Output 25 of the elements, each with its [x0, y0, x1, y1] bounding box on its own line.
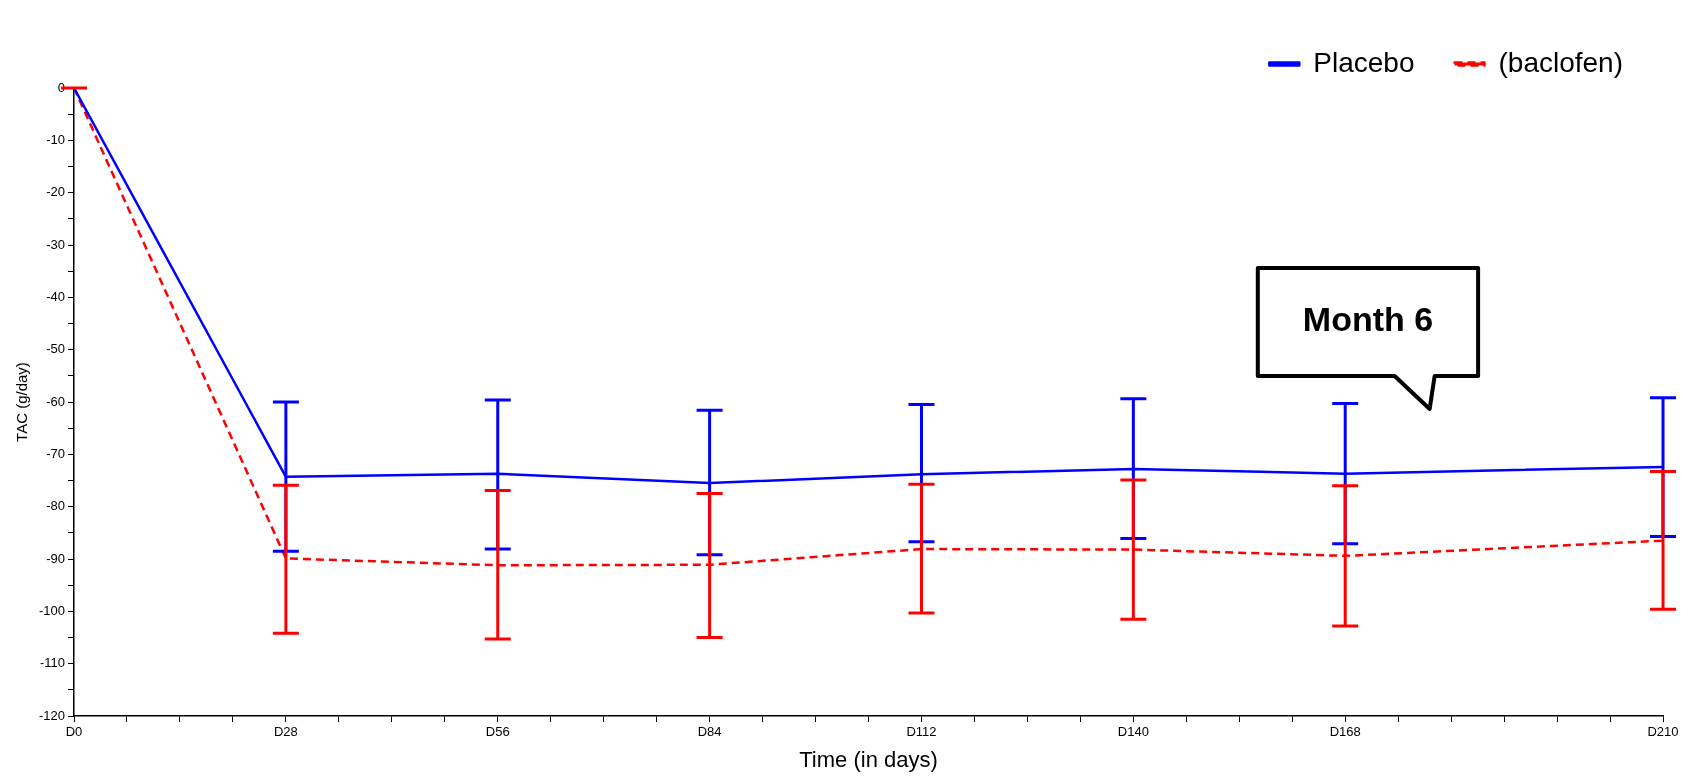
annotation: Month 6 [1302, 300, 1434, 339]
y-tick-label: -30 [46, 236, 66, 252]
y-tick-label: -70 [46, 445, 66, 461]
y-tick-label: -80 [46, 498, 66, 514]
legend-label: Placebo [1313, 46, 1415, 78]
y-tick-label: -120 [38, 707, 66, 723]
y-tick-label: -100 [38, 602, 66, 618]
x-tick-label: D168 [1329, 724, 1361, 740]
y-tick-label: -20 [46, 184, 66, 200]
y-tick-label: -10 [46, 131, 66, 147]
y-axis-title: TAC (g/day) [13, 362, 31, 442]
x-axis-title: Time (in days) [799, 746, 938, 772]
y-tick-label: -60 [46, 393, 66, 409]
x-tick-label: D140 [1117, 724, 1149, 740]
y-tick-label: -40 [46, 288, 66, 304]
x-tick-label: D28 [273, 724, 298, 740]
x-tick-label: D112 [906, 724, 937, 740]
y-tick-label: -110 [39, 655, 66, 671]
x-tick-label: D210 [1647, 724, 1679, 740]
y-tick-label: -50 [46, 341, 66, 357]
x-tick-label: D0 [65, 724, 83, 740]
x-tick-label: D84 [697, 724, 722, 740]
legend-label: (baclofen) [1498, 46, 1624, 78]
x-tick-label: D56 [485, 724, 510, 740]
y-tick-label: -90 [46, 550, 66, 566]
